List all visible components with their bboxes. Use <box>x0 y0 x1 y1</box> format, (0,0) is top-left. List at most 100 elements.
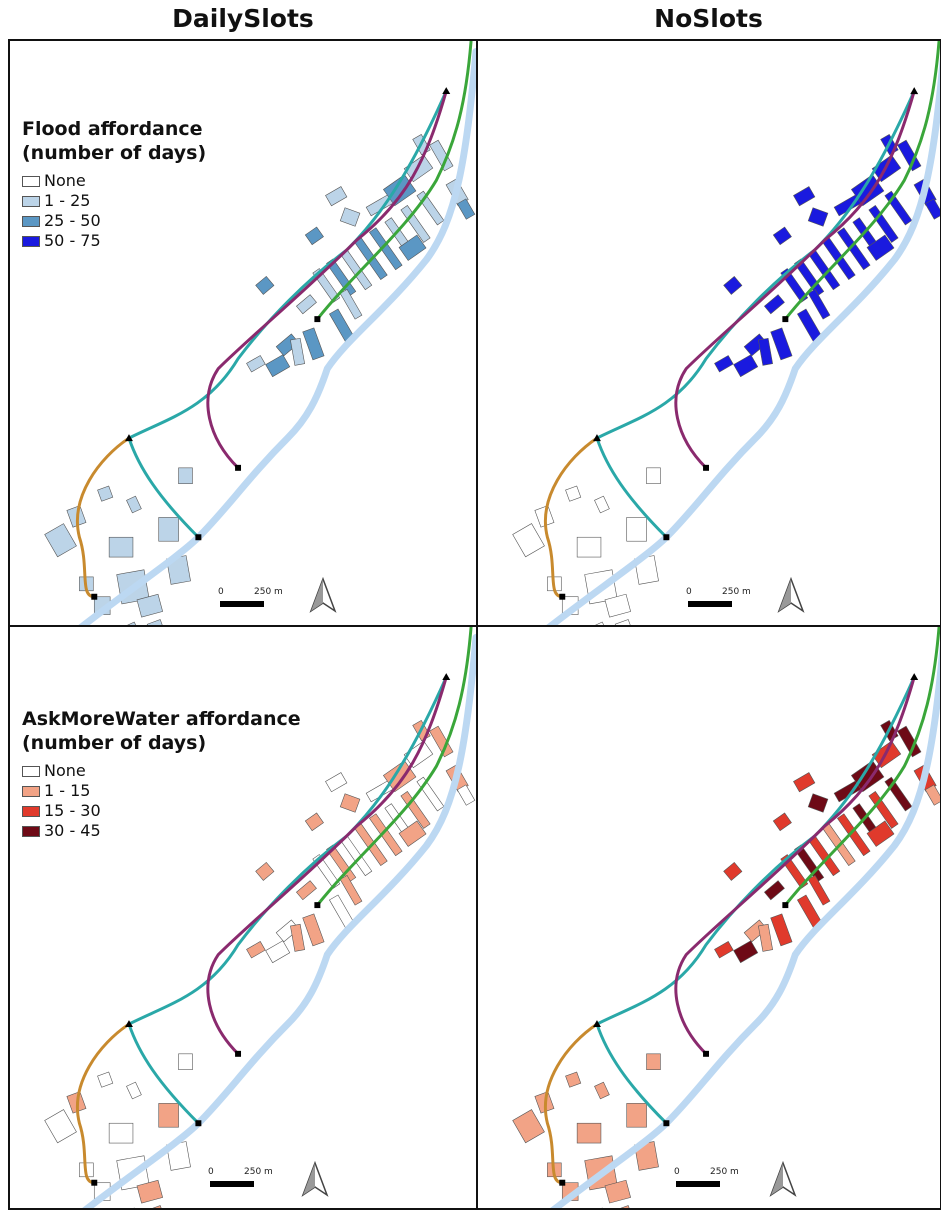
legend-item-30-45: 30 - 45 <box>22 821 301 841</box>
canal-outlet-marker <box>663 534 670 541</box>
canal-outlet-marker <box>782 902 789 909</box>
canal-teal-line <box>127 675 448 1026</box>
canal-outlet-marker <box>703 1050 709 1057</box>
scale-distance-label: 250 m <box>244 1167 273 1177</box>
scale-zero-label: 0 <box>218 587 224 597</box>
north-arrow-icon <box>309 577 337 613</box>
canal-orange-line <box>544 436 599 599</box>
parcel <box>897 725 922 758</box>
parcel <box>565 485 582 502</box>
parcels-layer <box>512 134 940 625</box>
parcel <box>339 874 363 906</box>
canal-purple-line <box>674 675 916 1056</box>
canal-outlet-marker <box>91 1179 98 1186</box>
parcel <box>400 205 431 243</box>
canal-outlet-marker <box>703 464 709 471</box>
canal-outlet-marker <box>195 534 202 541</box>
canal-purple-line <box>206 89 448 470</box>
parcel <box>400 790 431 829</box>
canal-node-marker <box>125 1020 133 1028</box>
scale-zero-label: 0 <box>674 1167 680 1177</box>
parcel <box>429 139 454 172</box>
scale-zero-label: 0 <box>208 1167 214 1177</box>
parcels-layer <box>44 134 476 625</box>
parcel <box>770 327 793 361</box>
scale-bar-graphic <box>210 1181 254 1187</box>
parcel <box>646 1053 661 1070</box>
parcel <box>108 1122 134 1144</box>
scale-distance-label: 250 m <box>722 587 751 597</box>
parcel <box>897 139 922 172</box>
north-arrow-icon <box>777 577 805 613</box>
parcel <box>44 523 77 558</box>
parcel <box>714 941 734 959</box>
legend-swatch <box>22 785 40 797</box>
canal-node-marker <box>442 87 451 95</box>
parcel <box>614 1205 633 1208</box>
parcel <box>807 874 831 906</box>
parcel <box>868 791 899 829</box>
legend-label: 25 - 50 <box>44 211 101 230</box>
parcel <box>772 226 792 246</box>
map-svg <box>512 627 940 1208</box>
parcel <box>604 1179 631 1204</box>
canal-teal-branch <box>127 1022 200 1125</box>
canal-node-marker <box>910 673 919 681</box>
parcel <box>178 467 193 485</box>
parcel <box>866 234 895 261</box>
parcel <box>97 485 114 502</box>
parcel <box>325 772 348 793</box>
parcel <box>136 1179 164 1204</box>
scale-bar-graphic <box>220 601 264 607</box>
river-line <box>550 642 940 1208</box>
legend-label: 50 - 75 <box>44 231 101 250</box>
canal-node-marker <box>442 673 451 681</box>
scale-bar-graphic <box>688 601 732 607</box>
legend-item-1-25: 1 - 25 <box>22 191 206 211</box>
parcel <box>626 1103 647 1128</box>
canal-network <box>544 41 940 625</box>
parcel <box>398 820 427 847</box>
parcel <box>126 495 142 514</box>
canal-outlet-marker <box>195 1120 202 1127</box>
parcel <box>326 258 357 297</box>
parcel <box>416 190 445 226</box>
parcel <box>866 820 895 847</box>
parcel <box>325 186 348 207</box>
parcel <box>576 1122 602 1144</box>
parcel <box>304 812 324 832</box>
parcel <box>97 1071 114 1088</box>
map-svg <box>44 627 476 1208</box>
parcel <box>126 1081 142 1100</box>
canal-outlet-marker <box>663 1120 670 1127</box>
column-title-dailyslots: DailySlots <box>172 4 314 33</box>
canal-outlet-marker <box>91 593 98 600</box>
canal-green-line <box>315 41 473 321</box>
legend-item-50-75: 50 - 75 <box>22 231 206 251</box>
legend-item-25-50: 25 - 50 <box>22 211 206 231</box>
north-arrow-icon <box>301 1161 329 1197</box>
canal-green-line <box>315 627 473 907</box>
parcel <box>302 327 325 361</box>
parcel <box>714 355 734 373</box>
parcel <box>512 523 545 558</box>
parcel <box>290 923 305 952</box>
river-line <box>546 56 940 625</box>
parcel <box>302 913 325 947</box>
scale-distance-label: 250 m <box>710 1167 739 1177</box>
canal-network <box>76 41 476 625</box>
parcel <box>416 776 445 812</box>
north-arrow-icon <box>769 1161 797 1197</box>
canal-green-line <box>783 41 940 321</box>
map-svg <box>512 41 940 625</box>
parcel <box>339 207 361 227</box>
canal-green-line <box>783 627 940 907</box>
canal-teal-line <box>595 89 916 440</box>
parcel <box>723 275 743 295</box>
parcels-layer <box>512 720 940 1208</box>
parcel <box>512 1109 545 1144</box>
parcel <box>146 619 165 625</box>
parcel <box>158 517 179 542</box>
legend-item-none: None <box>22 761 301 781</box>
legend-item-1-15: 1 - 15 <box>22 781 301 801</box>
